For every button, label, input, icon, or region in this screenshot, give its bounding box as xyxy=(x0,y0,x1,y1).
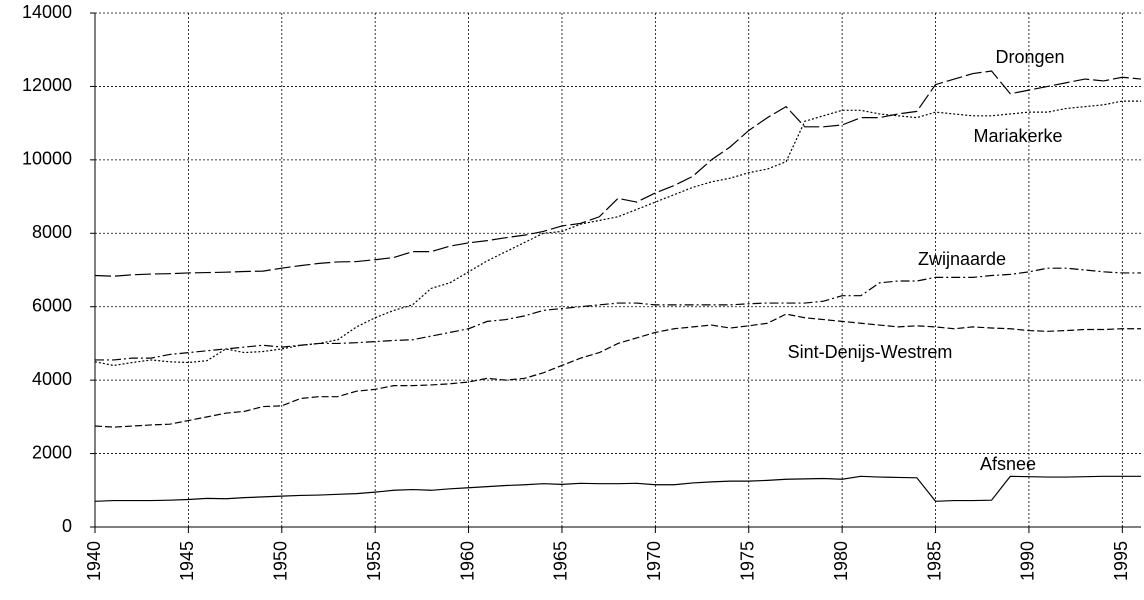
x-tick-label: 1955 xyxy=(364,541,384,581)
x-tick-label: 1980 xyxy=(831,541,851,581)
series-line xyxy=(94,313,1141,428)
y-tick-label: 14000 xyxy=(22,2,72,22)
series-label: Mariakerke xyxy=(973,126,1062,146)
y-tick-label: 12000 xyxy=(22,75,72,95)
series-label: Sint-Denijs-Westrem xyxy=(788,342,953,362)
x-tick-label: 1975 xyxy=(738,541,758,581)
x-tick-label: 1985 xyxy=(924,541,944,581)
series-line xyxy=(94,70,1142,277)
y-tick-label: 4000 xyxy=(32,369,72,389)
x-tick-label: 1970 xyxy=(644,541,664,581)
series-label: Drongen xyxy=(995,47,1064,67)
x-tick-label: 1945 xyxy=(177,541,197,581)
y-tick-label: 10000 xyxy=(22,149,72,169)
plot-area xyxy=(95,13,1141,527)
y-tick-label: 8000 xyxy=(32,222,72,242)
x-tick-label: 1960 xyxy=(457,541,477,581)
y-tick-label: 0 xyxy=(62,516,72,536)
series-label: Afsnee xyxy=(980,454,1036,474)
series-line xyxy=(94,100,1141,367)
series-label: Zwijnaarde xyxy=(918,249,1006,269)
x-tick-label: 1950 xyxy=(271,541,291,581)
y-tick-label: 6000 xyxy=(32,295,72,315)
series-line xyxy=(95,267,1141,361)
series-line xyxy=(94,475,1141,502)
y-tick-label: 2000 xyxy=(32,442,72,462)
x-tick-label: 1990 xyxy=(1018,541,1038,581)
x-tick-label: 1940 xyxy=(84,541,104,581)
x-tick-label: 1965 xyxy=(551,541,571,581)
x-tick-label: 1995 xyxy=(1111,541,1131,581)
